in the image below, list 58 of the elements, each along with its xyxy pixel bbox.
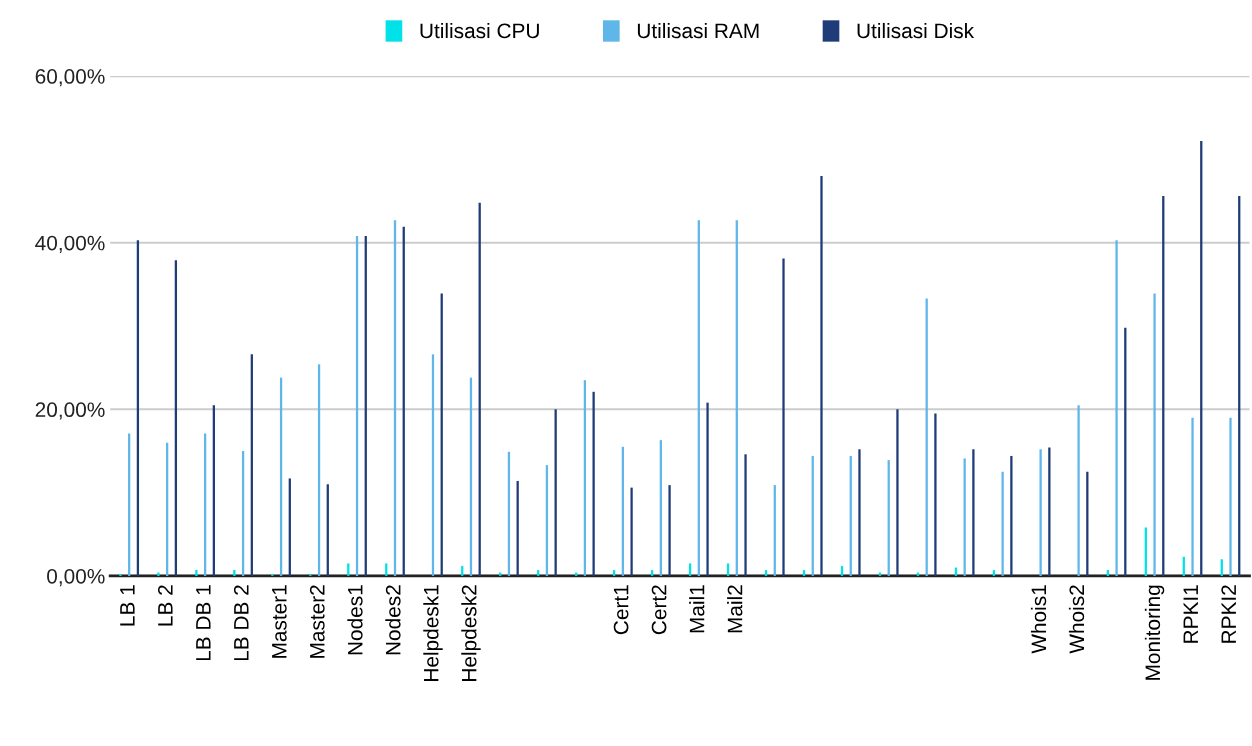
bar <box>934 413 937 576</box>
x-tick-label: Helpdesk2 <box>461 585 481 681</box>
bar <box>858 449 861 576</box>
bar <box>744 454 747 576</box>
y-tick-label: 40,00% <box>35 235 105 253</box>
bar <box>764 570 768 576</box>
x-tick-label: Nodes2 <box>385 585 401 655</box>
bar <box>233 570 236 576</box>
bar <box>726 563 730 576</box>
y-tick-label: 60,00% <box>35 69 105 87</box>
bar <box>630 487 633 576</box>
bar <box>802 570 806 576</box>
bar <box>347 563 350 576</box>
bar <box>688 563 692 576</box>
x-tick-label: RPKI1 <box>1183 585 1198 643</box>
x-tick-label: LB 2 <box>157 585 173 626</box>
x-tick-label: Nodes1 <box>347 585 363 655</box>
y-tick-label: 20,00% <box>35 402 105 420</box>
x-tick-label: Cert2 <box>651 585 667 635</box>
bar <box>385 563 388 576</box>
bar <box>972 449 975 576</box>
x-tick-label: Cert1 <box>613 585 629 635</box>
bar <box>157 572 160 576</box>
legend-label: Utilisasi CPU <box>420 22 539 39</box>
legend-label: Utilisasi RAM <box>637 22 759 39</box>
bar <box>1106 570 1109 576</box>
y-tick-label: 0,00% <box>47 568 105 587</box>
x-tick-label: Whois1 <box>1030 585 1047 654</box>
x-tick-label: LB DB 2 <box>233 585 249 661</box>
bar <box>1039 449 1042 576</box>
bar <box>1115 240 1118 576</box>
bar <box>592 391 595 576</box>
bar <box>613 570 616 576</box>
bar <box>1229 417 1232 576</box>
x-tick-label: Helpdesk1 <box>423 585 443 681</box>
x-tick-label: Mail1 <box>689 585 705 633</box>
x-tick-label: Mail2 <box>727 585 743 633</box>
x-tick-label: Master2 <box>309 585 325 658</box>
bar <box>650 570 654 576</box>
bar <box>782 258 785 576</box>
x-tick-label: RPKI2 <box>1221 585 1236 643</box>
bar <box>1077 405 1080 576</box>
x-tick-label: Whois2 <box>1068 585 1085 654</box>
bar <box>1153 293 1156 576</box>
bar <box>537 570 540 576</box>
bar <box>706 402 709 576</box>
legend-label: Utilisasi Disk <box>857 22 975 39</box>
bar <box>820 176 823 576</box>
x-tick-label: Master1 <box>272 585 287 658</box>
bar <box>1010 455 1013 576</box>
bar <box>992 570 996 576</box>
bar <box>1191 417 1194 576</box>
x-tick-label: Monitoring <box>1144 585 1165 680</box>
bar <box>668 485 671 576</box>
x-tick-label: LB 1 <box>120 585 135 626</box>
x-tick-label: LB DB 1 <box>196 585 211 661</box>
bar <box>195 570 198 576</box>
bar <box>896 409 899 576</box>
